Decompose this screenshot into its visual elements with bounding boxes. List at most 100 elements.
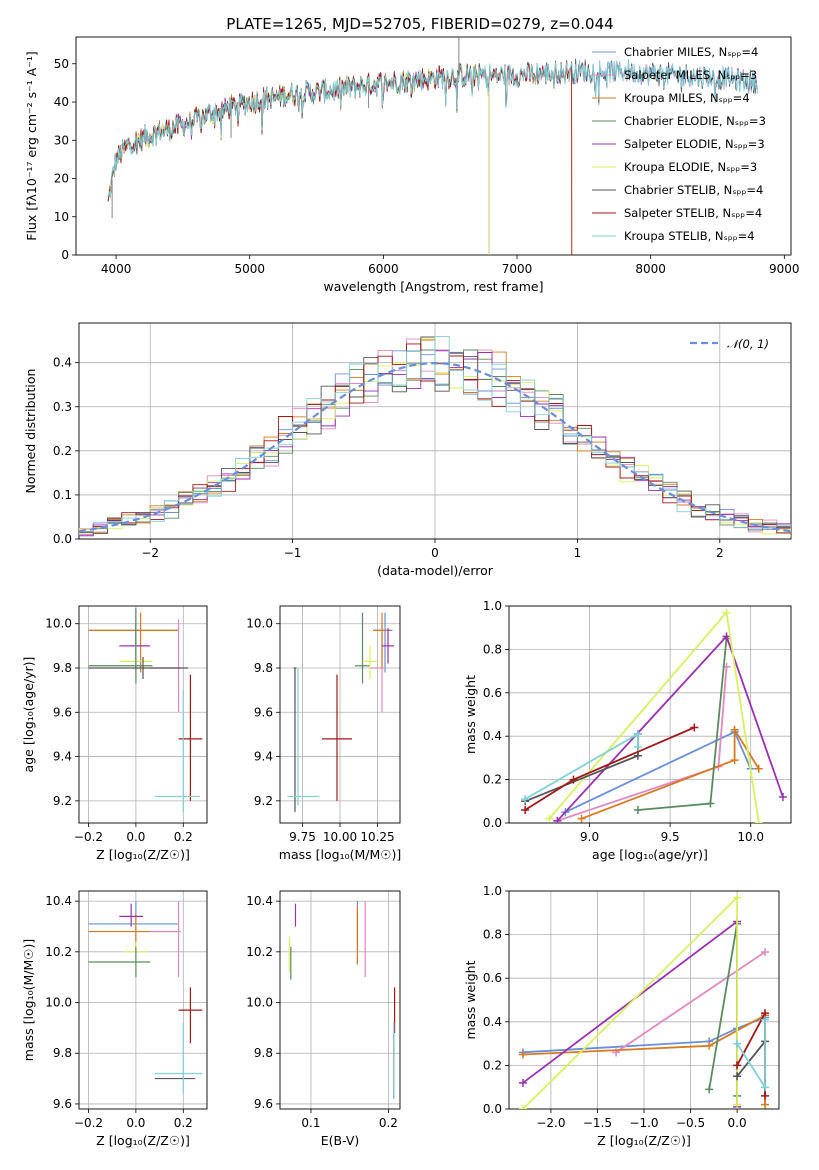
- x-tick-label: 0.0: [126, 830, 145, 844]
- spectrum-series-line: [107, 63, 490, 255]
- legend-label: Chabrier STELIB, Nₛₚₚ=4: [624, 183, 763, 197]
- x-axis-label: Z [log₁₀(Z/Z☉)]: [597, 1133, 691, 1148]
- x-axis-label: Z [log₁₀(Z/Z☉)]: [96, 847, 190, 862]
- residuals-panel: −2 −1 0 1 2 0.0 0.1 0.2 0.3 0.4 (data-model)/error…: [23, 322, 792, 578]
- mass-weight-vs-age-panel: 9.0 9.5 10.0 0.0 0.2 0.4 0.6 0.8 1.0 age [log₁₀(a…: [463, 599, 792, 862]
- x-tick-label: −1.5: [583, 1116, 612, 1130]
- x-tick-label: 1: [574, 546, 582, 560]
- y-tick-label: 0.4: [483, 729, 502, 743]
- mass-vs-extinction-panel: 0.1 0.2 9.6 9.8 10.0 10.2 10.4 E(B-V): [246, 890, 401, 1148]
- mass-weight-point-marker: [518, 1105, 527, 1109]
- x-axis-label: wavelength [Angstrom, rest frame]: [323, 279, 543, 294]
- y-axis-label: mass [log₁₀(M/M☉)]: [21, 939, 36, 1061]
- mass-weight-point-marker: [705, 1041, 714, 1050]
- y-axis-label: mass weight: [463, 675, 478, 754]
- mass-weight-point-marker: [633, 805, 642, 814]
- mass-weight-point-marker: [518, 1078, 527, 1087]
- mass-weight-point-marker: [754, 764, 763, 773]
- y-axis-label: Normed distribution: [23, 369, 38, 494]
- mass-weight-point-marker: [577, 814, 586, 823]
- plot-area: [518, 893, 770, 1109]
- plot-area: [521, 608, 787, 823]
- y-tick-label: 10.0: [246, 617, 273, 631]
- mass-weight-series-line: [736, 1012, 766, 1096]
- x-axis-label: mass [log₁₀(M/M☉)]: [279, 847, 401, 862]
- y-tick-label: 9.6: [53, 705, 72, 719]
- x-tick-label: 4000: [101, 262, 132, 276]
- x-tick-label: 0.2: [174, 830, 193, 844]
- plot-area: [288, 901, 396, 1099]
- y-tick-label: 0: [61, 248, 69, 262]
- axes-frame: [78, 890, 208, 1110]
- axes-frame: [78, 322, 792, 540]
- x-tick-label: 5000: [234, 262, 265, 276]
- plot-area: [88, 901, 203, 1094]
- y-tick-label: 0.1: [53, 488, 72, 502]
- y-tick-label: 0.6: [483, 686, 502, 700]
- x-tick-label: 2: [716, 546, 724, 560]
- y-tick-label: 0.4: [53, 356, 72, 370]
- x-tick-label: 6000: [368, 262, 399, 276]
- mass-weight-point-marker: [518, 1050, 527, 1059]
- legend-label: Salpeter ELODIE, Nₛₚₚ=3: [624, 137, 765, 151]
- mass-weight-point-marker: [733, 893, 742, 902]
- y-tick-label: 50: [54, 57, 69, 71]
- age-vs-mass-panel: 9.75 10.00 10.25 9.2 9.4 9.6 9.8 10.0 mass [log₁…: [246, 605, 401, 862]
- y-tick-label: 0.8: [483, 642, 502, 656]
- mass-weight-series-line: [736, 1019, 766, 1091]
- spectrum-title: PLATE=1265, MJD=52705, FIBERID=0279, z=0…: [226, 15, 613, 33]
- spectrum-series-line: [107, 59, 758, 198]
- axes-frame: [508, 605, 792, 824]
- mass-weight-series-line: [524, 732, 639, 800]
- gaussian-reference-curve: [79, 361, 791, 533]
- legend-label: Salpeter MILES, Nₛₚₚ=3: [624, 68, 757, 82]
- mass-weight-point-marker: [706, 799, 715, 808]
- y-tick-label: 0.8: [483, 928, 502, 942]
- legend-label: Salpeter STELIB, Nₛₚₚ=4: [624, 206, 762, 220]
- mass-weight-point-marker: [705, 1085, 714, 1094]
- y-tick-label: 9.6: [254, 705, 273, 719]
- mass-weight-point-marker: [633, 743, 642, 752]
- y-tick-label: 20: [54, 172, 69, 186]
- y-tick-label: 1.0: [483, 599, 502, 613]
- plot-area: [107, 37, 758, 255]
- y-tick-label: 10.0: [45, 617, 72, 631]
- age-vs-metallicity-panel: −0.2 0.0 0.2 9.2 9.4 9.6 9.8 10.0 Z [log₁₀(Z/Z☉)…: [21, 605, 208, 862]
- y-tick-label: 0.2: [483, 773, 502, 787]
- axes-frame: [279, 605, 401, 824]
- spectrum-panel: 4000 5000 6000 7000 8000 9000 0 10 20 30 40 50 wavel…: [24, 36, 800, 294]
- y-tick-label: 9.4: [53, 750, 72, 764]
- legend-label: Kroupa STELIB, Nₛₚₚ=4: [624, 229, 755, 243]
- mass-weight-point-marker: [730, 725, 739, 734]
- y-axis-label: mass weight: [463, 960, 478, 1039]
- mass-weight-point-marker: [733, 1039, 742, 1048]
- y-tick-label: 9.6: [53, 1097, 72, 1111]
- mass-weight-point-marker: [521, 795, 530, 804]
- x-axis-label: Z [log₁₀(Z/Z☉)]: [96, 1133, 190, 1148]
- x-tick-label: −0.2: [74, 1116, 103, 1130]
- mass-weight-point-marker: [761, 1100, 770, 1109]
- mass-weight-point-marker: [722, 632, 731, 641]
- mass-weight-point-marker: [733, 1072, 742, 1081]
- residual-histogram: [79, 335, 791, 536]
- x-tick-label: 10.00: [323, 830, 357, 844]
- legend-label: Chabrier ELODIE, Nₛₚₚ=3: [624, 114, 766, 128]
- y-tick-label: 9.8: [53, 1046, 72, 1060]
- axes-frame: [508, 890, 780, 1110]
- x-tick-label: −1: [284, 546, 302, 560]
- x-tick-label: −2.0: [536, 1116, 565, 1130]
- x-tick-label: 0.2: [174, 1116, 193, 1130]
- x-tick-label: 0.2: [379, 1116, 398, 1130]
- y-tick-label: 0.2: [483, 1058, 502, 1072]
- x-tick-label: 10.25: [360, 830, 394, 844]
- mass-weight-series-line: [524, 726, 695, 811]
- y-tick-label: 9.8: [53, 661, 72, 675]
- mass-weight-point-marker: [761, 1015, 770, 1024]
- y-tick-label: 0.0: [483, 1102, 502, 1116]
- mass-weight-point-marker: [761, 948, 770, 957]
- mass-weight-point-marker: [553, 816, 562, 823]
- y-tick-label: 9.8: [254, 661, 273, 675]
- y-axis-label: Flux [fλ10⁻¹⁷ erg cm⁻² s⁻¹ A⁻¹]: [24, 51, 39, 240]
- y-tick-label: 40: [54, 95, 69, 109]
